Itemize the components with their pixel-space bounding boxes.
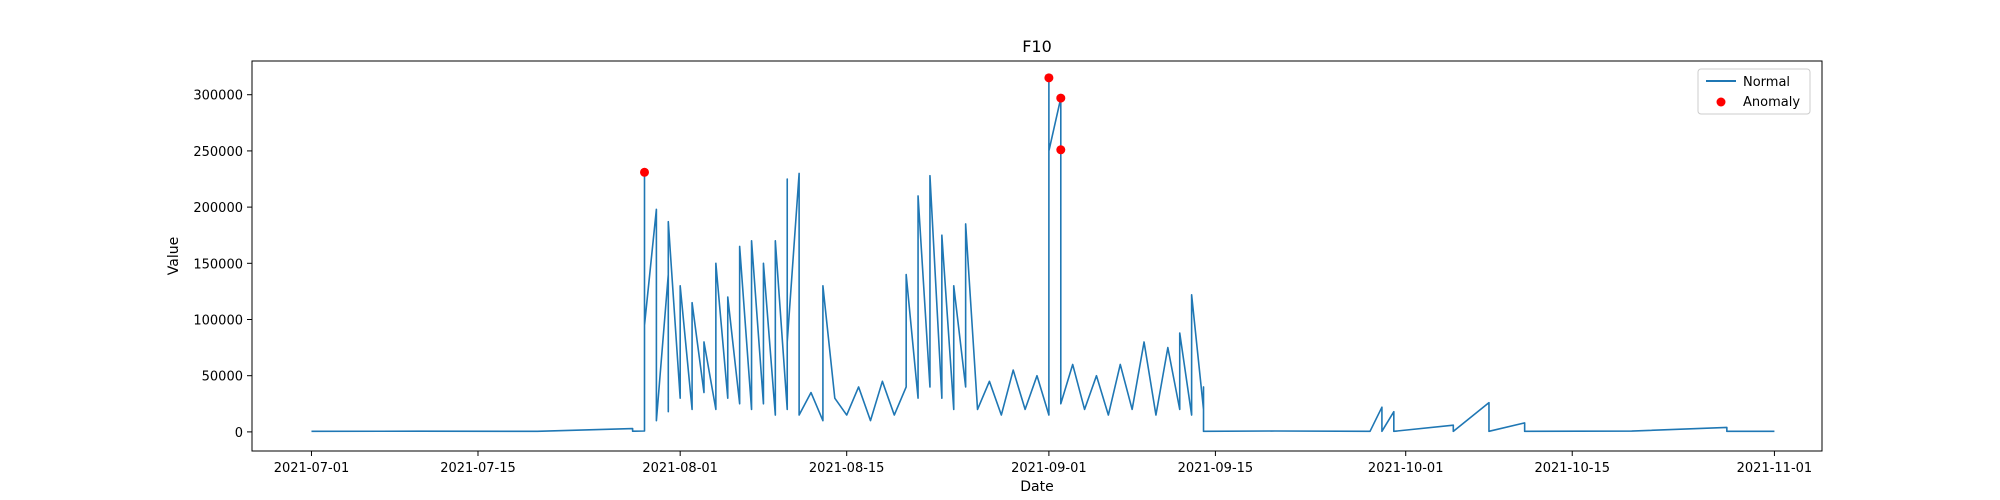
axes: 2021-07-01 2021-07-15 2021-08-01 2021-08-15…: [193, 60, 1823, 476]
anomaly-point: [1056, 145, 1066, 155]
y-tick-label: 250000: [193, 145, 243, 160]
anomaly-point: [1044, 73, 1054, 83]
x-tick-label: 2021-08-15: [809, 461, 885, 476]
y-tick-label: 200000: [193, 201, 243, 216]
y-tick-label: 150000: [193, 257, 243, 272]
x-tick-label: 2021-10-01: [1368, 461, 1444, 476]
x-tick-label: 2021-07-15: [440, 461, 516, 476]
x-tick-label: 2021-10-15: [1534, 461, 1610, 476]
x-tick-label: 2021-09-01: [1011, 461, 1087, 476]
y-tick-label: 50000: [202, 370, 243, 385]
axes-frame: [251, 60, 1823, 452]
y-axis-label: Value: [166, 237, 182, 275]
legend-anomaly-label: Anomaly: [1743, 95, 1800, 110]
normal-series-line: [311, 77, 1775, 433]
y-tick-label: 300000: [193, 89, 243, 104]
anomaly-point: [1056, 93, 1066, 103]
legend-normal-label: Normal: [1743, 75, 1790, 90]
legend-anomaly-dot-icon: [1716, 97, 1726, 107]
x-tick-label: 2021-11-01: [1737, 461, 1813, 476]
chart-title: F10: [1022, 37, 1052, 56]
anomaly-point: [640, 167, 649, 177]
x-tick-label: 2021-08-01: [642, 461, 718, 476]
y-tick-label: 0: [235, 426, 243, 441]
plot-area: [311, 73, 1775, 433]
x-axis-label: Date: [1020, 479, 1053, 495]
legend: Normal Anomaly: [1697, 68, 1811, 115]
x-tick-label: 2021-09-15: [1178, 461, 1254, 476]
y-tick-label: 100000: [193, 314, 243, 329]
x-tick-label: 2021-07-01: [274, 461, 350, 476]
